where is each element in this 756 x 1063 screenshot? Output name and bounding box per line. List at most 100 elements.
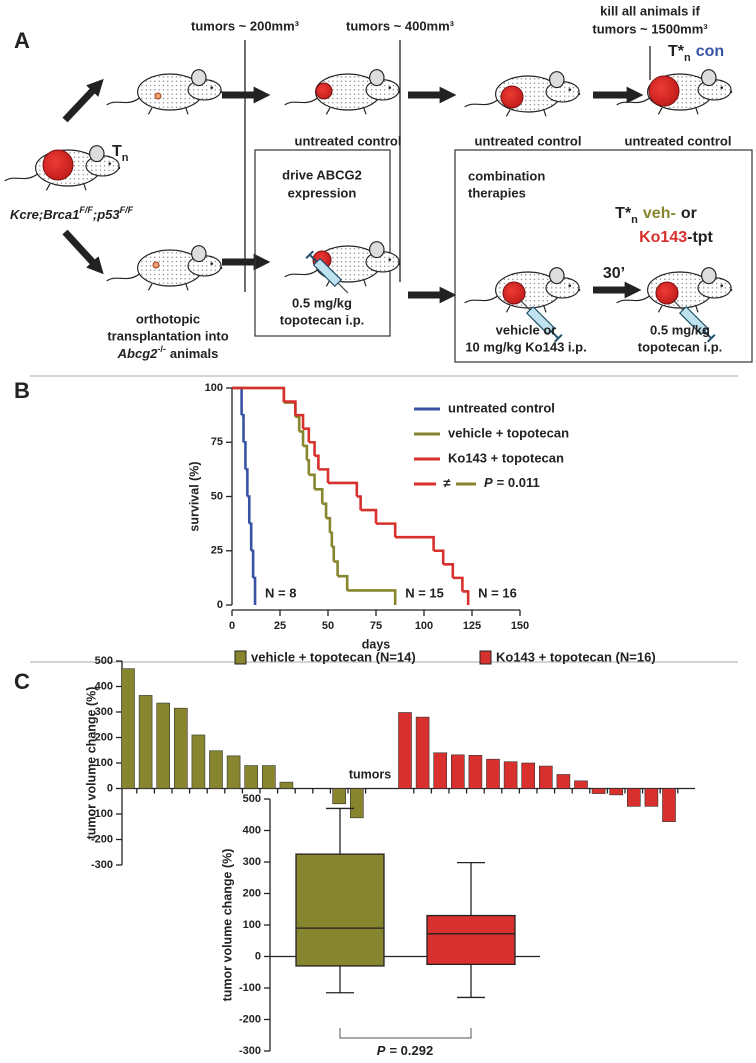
survival-step (283, 400, 297, 416)
tumor (648, 75, 680, 107)
survival-step (251, 549, 255, 578)
bar (503, 761, 518, 789)
arrows (62, 78, 644, 304)
y-tick-label: 400 (243, 824, 261, 836)
text: T* (668, 43, 685, 60)
survival-step (322, 502, 328, 519)
bar (174, 707, 188, 789)
survival-step (303, 444, 309, 461)
y-tick-label: 200 (243, 887, 261, 899)
mouse (106, 245, 223, 291)
survival-step (395, 535, 435, 551)
text: -tpt (687, 229, 713, 246)
tumor (500, 85, 524, 109)
subscript: n (684, 52, 691, 64)
box-title: therapies (468, 185, 526, 200)
survival-step (308, 473, 316, 490)
bar (433, 752, 448, 789)
panel-label: B (14, 378, 30, 403)
treatment: 10 mg/kg Ko143 i.p. (465, 339, 586, 354)
bar (156, 702, 170, 789)
panel-label: A (14, 28, 30, 53)
comparison-symbol: ≠ (443, 475, 450, 490)
box-title: drive ABCG2 (282, 167, 362, 182)
treatment: topotecan i.p. (638, 339, 723, 354)
n-label: N = 15 (405, 585, 444, 600)
recipient: Abcg2-/- animals (117, 344, 219, 361)
treatment: 0.5 mg/kg (292, 295, 352, 310)
legend-label: untreated control (448, 400, 555, 415)
survival-step (303, 427, 311, 443)
bar (138, 695, 153, 789)
y-tick-label: 100 (243, 919, 261, 931)
bar (332, 788, 347, 805)
y-tick-label: -100 (239, 982, 261, 994)
text: Kcre;Brca1 (10, 207, 79, 222)
bar (521, 762, 536, 789)
legend-swatch (479, 650, 492, 665)
survival-step (247, 495, 251, 524)
x-tick-label: 50 (322, 620, 334, 632)
timepoint: tumors ~ 200mm³ (191, 18, 300, 33)
y-tick-label: 200 (95, 731, 113, 743)
panel-label: C (14, 669, 30, 694)
recipient: orthotopic (136, 311, 200, 326)
y-axis-label: tumor volume change (%) (220, 849, 234, 1002)
superscript: -/- (157, 344, 166, 354)
text: or (681, 205, 697, 222)
survival-step (232, 386, 243, 416)
bar (591, 788, 606, 794)
text: T (112, 143, 122, 160)
significance-bracket (339, 1028, 472, 1039)
tumor (655, 281, 679, 305)
treatment: 0.5 mg/kg (650, 322, 710, 337)
recipient: transplantation into (107, 328, 228, 343)
arrow (62, 78, 104, 123)
p-text: = 0.292 (389, 1043, 433, 1058)
bar (191, 734, 206, 789)
treatment-box (454, 149, 753, 363)
p-symbol: P (484, 475, 493, 490)
survival-step (243, 440, 247, 470)
tumor (42, 149, 74, 181)
survival-step (299, 430, 305, 446)
survival-step (328, 481, 359, 497)
x-tick-label: 100 (415, 620, 433, 632)
survival-step (308, 440, 316, 456)
survival-step (443, 563, 455, 578)
x-tick-label: 150 (511, 620, 529, 632)
tumor (154, 92, 162, 100)
group-label: untreated control (295, 133, 402, 148)
survival-step (306, 458, 311, 475)
chart-title: tumors (349, 767, 391, 781)
survival-step (360, 508, 378, 524)
text: animals (170, 346, 218, 361)
survival-step (462, 590, 470, 605)
bar (468, 755, 483, 789)
survival-step (295, 415, 301, 432)
text: veh- (643, 205, 676, 222)
survival-step (337, 574, 349, 591)
bar (279, 781, 294, 789)
y-tick-label: 75 (211, 436, 223, 448)
n-label: N = 8 (265, 585, 296, 600)
n-label: N = 16 (478, 585, 517, 600)
bar (662, 788, 676, 822)
survival-step (314, 488, 324, 504)
y-tick-label: -300 (91, 859, 113, 871)
bar (450, 754, 465, 789)
survival-step (326, 516, 332, 533)
endpoint: tumors ~ 1500mm³ (592, 21, 708, 36)
endpoint-label: T*n veh-or (615, 205, 697, 226)
bar (415, 716, 430, 789)
box-title: combination (468, 168, 545, 183)
box-title: expression (288, 185, 357, 200)
y-tick-label: 0 (217, 599, 223, 611)
survival-step (295, 413, 305, 429)
bar (574, 780, 588, 789)
survival-step (333, 560, 339, 577)
survival-step (253, 576, 257, 605)
x-tick-label: 125 (463, 620, 481, 632)
timeline: tumors ~ 200mm³ tumors ~ 400mm³ kill all… (191, 3, 708, 292)
